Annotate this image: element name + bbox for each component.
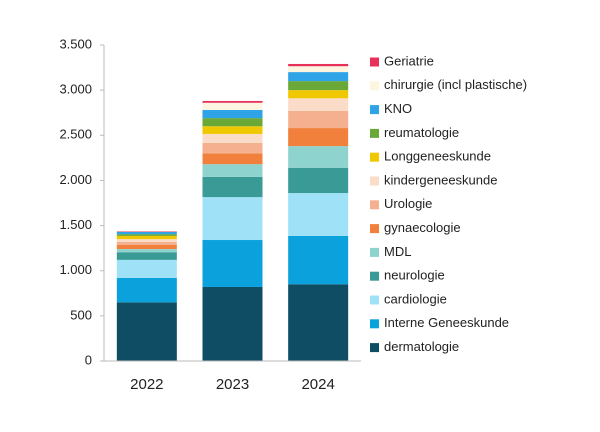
y-tick-label: 500: [70, 307, 92, 322]
bar-segment: [202, 110, 263, 119]
legend-label: dermatologie: [384, 339, 459, 354]
bar-segment: [288, 167, 349, 194]
legend-label: MDL: [384, 244, 411, 259]
bar-segment: [116, 231, 177, 235]
legend-label: Interne Geneeskunde: [384, 315, 509, 330]
bar-segment: [288, 72, 349, 82]
y-tick-label: 3.500: [59, 36, 92, 51]
legend-swatch: [370, 81, 379, 91]
legend-swatch: [370, 295, 379, 305]
legend-swatch: [370, 57, 379, 67]
x-tick-label: 2022: [130, 376, 163, 393]
legend-label: Longgeneeskunde: [384, 149, 491, 164]
legend-label: gynaecologie: [384, 220, 461, 235]
bar-segment: [288, 235, 349, 285]
legend-swatch: [370, 176, 379, 186]
legend-swatch: [370, 200, 379, 210]
legend-swatch: [370, 343, 379, 353]
y-tick-label: 2.500: [59, 127, 92, 142]
bar-segment: [202, 176, 263, 198]
bar-segment: [288, 284, 349, 361]
bar-segment: [116, 277, 177, 303]
bar-segment: [288, 63, 349, 67]
bar-segment: [202, 118, 263, 127]
bar-segment: [116, 249, 177, 253]
bar-segment: [202, 102, 263, 111]
bar-segment: [202, 133, 263, 143]
y-tick-label: 1.000: [59, 262, 92, 277]
bar-segment: [288, 110, 349, 129]
x-tick-label: 2023: [216, 376, 249, 393]
bar-segment: [202, 126, 263, 134]
y-tick-label: 2.000: [59, 172, 92, 187]
legend-swatch: [370, 128, 379, 138]
bar-segment: [288, 81, 349, 91]
legend-label: Urologie: [384, 196, 432, 211]
y-tick-label: 0: [85, 352, 92, 367]
legend-label: Geriatrie: [384, 53, 434, 68]
legend-label: cardiologie: [384, 291, 447, 306]
bar-segment: [202, 100, 263, 103]
bar-segment: [288, 193, 349, 236]
legend-label: reumatologie: [384, 125, 459, 140]
bar-segment: [202, 153, 263, 165]
bar-segment: [202, 240, 263, 287]
legend-swatch: [370, 319, 379, 329]
bar-segment: [116, 235, 177, 240]
legend-label: neurologie: [384, 268, 445, 283]
bar-segment: [288, 98, 349, 111]
bar-segment: [116, 239, 177, 242]
y-tick-label: 1.500: [59, 217, 92, 232]
legend-swatch: [370, 224, 379, 234]
bar-segment: [116, 244, 177, 250]
bar-segment: [288, 146, 349, 168]
bar-segment: [116, 241, 177, 245]
bar-segment: [116, 302, 177, 361]
legend-label: KNO: [384, 101, 412, 116]
bar-segment: [116, 259, 177, 278]
bar-segment: [202, 197, 263, 241]
legend-label: chirurgie (incl plastische): [384, 77, 527, 92]
bar-segment: [116, 252, 177, 260]
x-tick-label: 2024: [301, 376, 334, 393]
legend-swatch: [370, 247, 379, 257]
bar-segment: [116, 234, 177, 236]
bar-segment: [202, 142, 263, 154]
bar-segment: [288, 90, 349, 99]
bar-segment: [202, 164, 263, 177]
legend-swatch: [370, 152, 379, 162]
legend-swatch: [370, 105, 379, 115]
bar-segment: [288, 66, 349, 73]
legend-label: kindergeneeskunde: [384, 172, 497, 187]
y-tick-label: 3.000: [59, 82, 92, 97]
legend-swatch: [370, 271, 379, 281]
bar-segment: [202, 286, 263, 361]
bar-segment: [288, 128, 349, 147]
